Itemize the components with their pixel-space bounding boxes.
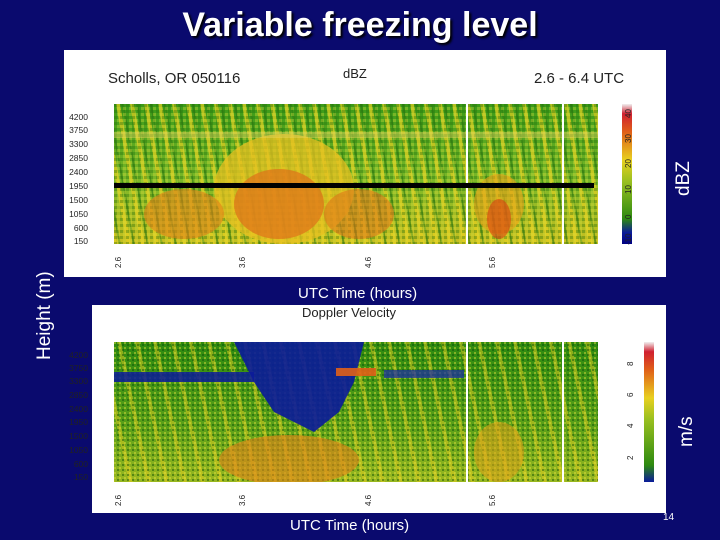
time-range-label: 2.6 - 6.4 UTC bbox=[534, 70, 625, 87]
colorbar-tick: 4 bbox=[626, 423, 635, 428]
y-tick: 1950 bbox=[69, 181, 88, 191]
top-x-axis-label: UTC Time (hours) bbox=[298, 285, 418, 302]
velocity-colorbar bbox=[644, 342, 654, 482]
y-tick: 3750 bbox=[69, 125, 88, 135]
y-tick: 150 bbox=[73, 236, 88, 246]
y-tick: 600 bbox=[73, 459, 88, 469]
y-tick: 3750 bbox=[69, 363, 88, 373]
height-axis-label: Height (m) bbox=[34, 271, 55, 360]
x-tick: 5.6 bbox=[488, 494, 497, 506]
slide-title: Variable freezing level bbox=[182, 6, 538, 44]
colorbar-tick: 30 bbox=[624, 134, 633, 143]
y-tick: 600 bbox=[73, 223, 88, 233]
x-tick: 4.6 bbox=[364, 256, 373, 268]
reflectivity-variable-label: dBZ bbox=[343, 66, 367, 81]
y-tick: 1500 bbox=[69, 431, 88, 441]
x-tick: 4.6 bbox=[364, 494, 373, 506]
x-tick: 2.6 bbox=[114, 256, 123, 268]
colorbar-tick: 2 bbox=[626, 455, 635, 460]
y-tick: 1050 bbox=[69, 445, 88, 455]
velocity-variable-label: Doppler Velocity bbox=[302, 305, 396, 320]
reflectivity-plot bbox=[114, 104, 598, 244]
colorbar-tick: 6 bbox=[626, 392, 635, 397]
y-tick: 1950 bbox=[69, 417, 88, 427]
y-tick: 4200 bbox=[69, 350, 88, 360]
bottom-x-axis-label: UTC Time (hours) bbox=[290, 517, 410, 534]
x-tick: 2.6 bbox=[114, 494, 123, 506]
dbz-side-label: dBZ bbox=[673, 161, 694, 196]
site-label: Scholls, OR 050116 bbox=[108, 70, 241, 87]
colorbar-tick: 10 bbox=[624, 185, 633, 194]
y-tick: 2400 bbox=[69, 404, 88, 414]
y-tick: 2850 bbox=[69, 390, 88, 400]
reflectivity-colorbar bbox=[622, 104, 632, 244]
y-tick: 1500 bbox=[69, 195, 88, 205]
x-tick: 3.6 bbox=[238, 494, 247, 506]
ms-side-label: m/s bbox=[676, 416, 697, 447]
y-tick: 150 bbox=[73, 472, 88, 482]
y-tick: 1050 bbox=[69, 209, 88, 219]
colorbar-tick: 40 bbox=[624, 109, 633, 118]
velocity-plot bbox=[114, 342, 598, 482]
colorbar-tick: -10 bbox=[624, 233, 633, 245]
freezing-level-line bbox=[114, 183, 594, 188]
x-tick: 3.6 bbox=[238, 256, 247, 268]
colorbar-tick: 0 bbox=[624, 214, 633, 219]
colorbar-tick: 8 bbox=[626, 361, 635, 366]
y-tick: 2400 bbox=[69, 167, 88, 177]
y-tick: 3300 bbox=[69, 376, 88, 386]
x-tick: 5.6 bbox=[488, 256, 497, 268]
y-tick: 3300 bbox=[69, 139, 88, 149]
colorbar-tick: 20 bbox=[624, 159, 633, 168]
y-tick: 4200 bbox=[69, 112, 88, 122]
y-tick: 2850 bbox=[69, 153, 88, 163]
page-number: 14 bbox=[663, 512, 675, 523]
